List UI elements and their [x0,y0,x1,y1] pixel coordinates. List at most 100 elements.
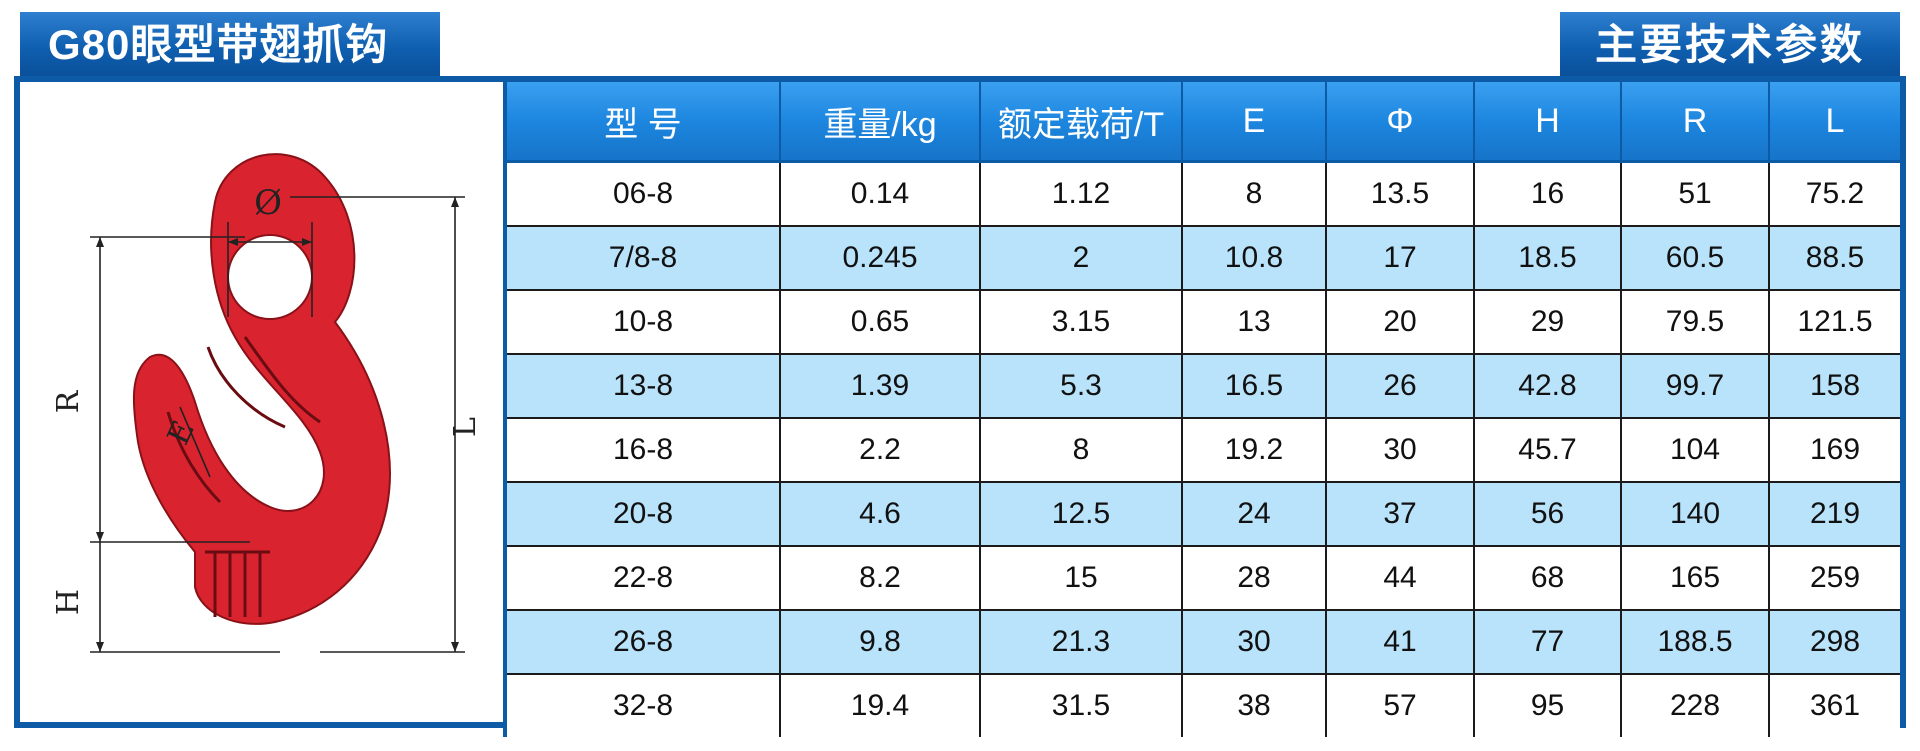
cell-e: 30 [1182,610,1327,675]
cell-model: 22-8 [505,546,781,611]
eye-hook-shape [132,153,391,625]
table-row: 13-8 1.39 5.3 16.5 26 42.8 99.7 158 [505,354,1900,419]
cell-r: 140 [1621,482,1770,547]
cell-model: 32-8 [505,674,781,737]
cell-h: 95 [1474,674,1622,737]
table-row: 32-8 19.4 31.5 38 57 95 228 361 [505,674,1900,737]
table-row: 26-8 9.8 21.3 30 41 77 188.5 298 [505,610,1900,675]
cell-phi: 37 [1326,482,1475,547]
cell-phi: 17 [1326,226,1475,291]
cell-weight: 2.2 [780,418,981,483]
cell-model: 16-8 [505,418,781,483]
cell-weight: 0.65 [780,290,981,355]
cell-model: 06-8 [505,161,781,227]
cell-rated-load: 21.3 [980,610,1183,675]
cell-rated-load: 31.5 [980,674,1183,737]
cell-weight: 1.39 [780,354,981,419]
cell-r: 104 [1621,418,1770,483]
cell-model: 26-8 [505,610,781,675]
product-title: G80眼型带翅抓钩 [20,12,440,78]
cell-h: 18.5 [1474,226,1622,291]
cell-rated-load: 2 [980,226,1183,291]
cell-e: 13 [1182,290,1327,355]
cell-rated-load: 1.12 [980,161,1183,227]
cell-e: 28 [1182,546,1327,611]
cell-weight: 8.2 [780,546,981,611]
cell-weight: 9.8 [780,610,981,675]
cell-e: 10.8 [1182,226,1327,291]
cell-e: 24 [1182,482,1327,547]
cell-phi: 20 [1326,290,1475,355]
cell-model: 10-8 [505,290,781,355]
cell-l: 121.5 [1769,290,1900,355]
eye-hole [227,234,313,320]
cell-l: 361 [1769,674,1900,737]
cell-e: 16.5 [1182,354,1327,419]
cell-e: 19.2 [1182,418,1327,483]
column-header-weight: 重量/kg [780,82,981,163]
cell-h: 16 [1474,161,1622,227]
cell-weight: 0.245 [780,226,981,291]
table-row: 06-8 0.14 1.12 8 13.5 16 51 75.2 [505,161,1900,227]
cell-l: 158 [1769,354,1900,419]
table-row: 22-8 8.2 15 28 44 68 165 259 [505,546,1900,611]
cell-h: 29 [1474,290,1622,355]
cell-h: 56 [1474,482,1622,547]
cell-phi: 13.5 [1326,161,1475,227]
cell-phi: 30 [1326,418,1475,483]
cell-rated-load: 5.3 [980,354,1183,419]
dimension-label-l: L [448,417,483,437]
dimension-label-r: R [51,389,86,413]
table-header-row: 型 号 重量/kg 额定载荷/T E Φ H R L [505,82,1900,163]
hook-diagram: Ø E R H L [51,153,483,653]
cell-r: 79.5 [1621,290,1770,355]
column-header-phi: Φ [1326,82,1475,163]
cell-r: 60.5 [1621,226,1770,291]
cell-l: 259 [1769,546,1900,611]
cell-phi: 44 [1326,546,1475,611]
column-header-e: E [1182,82,1327,163]
cell-h: 77 [1474,610,1622,675]
cell-rated-load: 8 [980,418,1183,483]
cell-l: 88.5 [1769,226,1900,291]
cell-weight: 0.14 [780,161,981,227]
cell-l: 219 [1769,482,1900,547]
cell-phi: 57 [1326,674,1475,737]
cell-r: 188.5 [1621,610,1770,675]
cell-h: 45.7 [1474,418,1622,483]
column-header-h: H [1474,82,1622,163]
cell-h: 42.8 [1474,354,1622,419]
table-row: 20-8 4.6 12.5 24 37 56 140 219 [505,482,1900,547]
cell-model: 13-8 [505,354,781,419]
table-row: 7/8-8 0.245 2 10.8 17 18.5 60.5 88.5 [505,226,1900,291]
cell-rated-load: 12.5 [980,482,1183,547]
column-header-r: R [1621,82,1770,163]
table-row: 10-8 0.65 3.15 13 20 29 79.5 121.5 [505,290,1900,355]
cell-weight: 19.4 [780,674,981,737]
cell-r: 51 [1621,161,1770,227]
column-header-rated-load: 额定载荷/T [980,82,1183,163]
table-row: 16-8 2.2 8 19.2 30 45.7 104 169 [505,418,1900,483]
dimension-label-phi: Ø [254,183,282,223]
cell-model: 7/8-8 [505,226,781,291]
column-header-model: 型 号 [505,82,781,163]
dimension-label-h: H [51,589,86,615]
cell-l: 169 [1769,418,1900,483]
cell-r: 99.7 [1621,354,1770,419]
technical-parameters-label: 主要技术参数 [1560,12,1900,78]
cell-rated-load: 15 [980,546,1183,611]
cell-r: 165 [1621,546,1770,611]
cell-weight: 4.6 [780,482,981,547]
cell-l: 75.2 [1769,161,1900,227]
cell-h: 68 [1474,546,1622,611]
cell-phi: 41 [1326,610,1475,675]
cell-r: 228 [1621,674,1770,737]
cell-l: 298 [1769,610,1900,675]
column-header-l: L [1769,82,1900,163]
cell-rated-load: 3.15 [980,290,1183,355]
specification-table: 型 号 重量/kg 额定载荷/T E Φ H R L 06-8 0.14 1.1… [503,82,1900,737]
cell-e: 8 [1182,161,1327,227]
cell-phi: 26 [1326,354,1475,419]
cell-e: 38 [1182,674,1327,737]
cell-model: 20-8 [505,482,781,547]
